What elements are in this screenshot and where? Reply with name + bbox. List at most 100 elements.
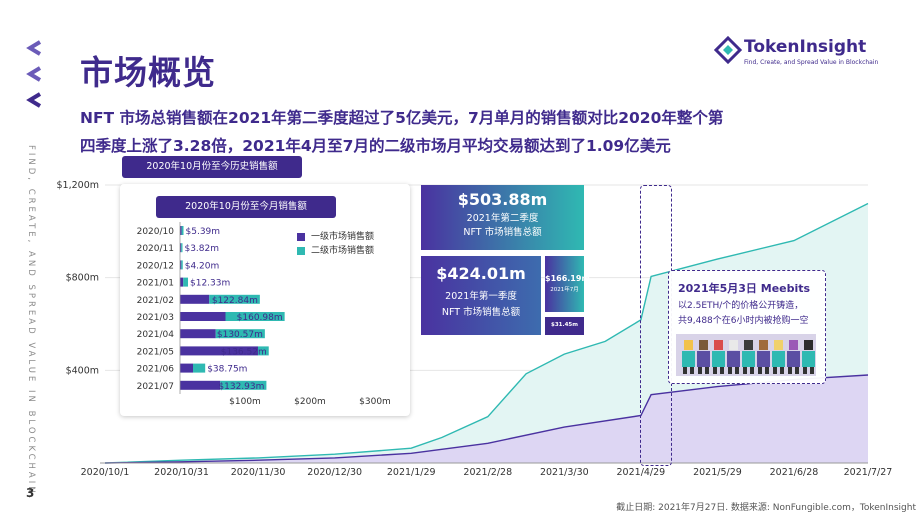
monthly-chart-label: 2020年10月份至今月销售额: [156, 196, 336, 218]
bar-value-label: $38.75m: [207, 365, 247, 375]
meebits-characters-image: [676, 334, 816, 376]
bar-segment: [258, 346, 269, 356]
x-tick-label: 2021/4/29: [617, 467, 666, 478]
x-tick-label: 2020/10/1: [81, 467, 130, 478]
series-area: [105, 375, 868, 463]
bar-value-label: $4.20m: [185, 261, 220, 271]
bar-segment: [181, 260, 183, 270]
bar-segment: [215, 329, 265, 339]
q2-sales-callout: $503.88m 2021年第二季度 NFT 市场销售总额: [421, 185, 584, 250]
q4-value: $31.45m: [551, 322, 578, 328]
meebits-title: 2021年5月3日 Meebits: [678, 282, 811, 295]
bar-category-label: 2021/06: [137, 365, 175, 375]
y-axis: $400m $800m $1,200m: [57, 180, 100, 376]
x-tick-label: 2020/12/30: [307, 467, 362, 478]
meebits-line-2: 共9,488个在6小时内被抢购一空: [678, 316, 809, 326]
july-label: 2021年7月: [550, 287, 579, 293]
meebit-body: [772, 351, 785, 367]
q2-line1: 2021年第二季度: [466, 213, 539, 224]
monthly-sales-panel: [120, 184, 410, 416]
bar-value-label: $130.57m: [217, 330, 263, 340]
bar-series: [180, 226, 285, 390]
legend-secondary: 二级市场销售额: [297, 244, 374, 258]
meebit-head: [714, 340, 723, 350]
meebit-leg: [720, 367, 724, 374]
bar-category-label: 2020/11: [137, 244, 174, 254]
x-tick-label: 2021/6/28: [770, 467, 819, 478]
meebit-leg: [743, 367, 747, 374]
meebit-leg: [810, 367, 814, 374]
bar-category-label: 2020/12: [137, 261, 174, 271]
bar-value-label: $12.33m: [190, 279, 230, 289]
meebit-leg: [765, 367, 769, 374]
bar-segment: [225, 312, 285, 321]
x-tick-label: 2020/11/30: [231, 467, 286, 478]
meebits-line-1: 以2.5ETH/个的价格公开铸造，: [678, 301, 804, 311]
meebit-leg: [750, 367, 754, 374]
bar-legend: 一级市场销售额 二级市场销售额: [297, 230, 374, 258]
source-note: 截止日期: 2021年7月27日. 数据来源: NonFungible.com，…: [616, 503, 916, 513]
meebit-head: [804, 340, 813, 350]
x-tick-label: 2021/1/29: [387, 467, 436, 478]
bar-value-label: $160.98m: [237, 313, 283, 323]
bar-segment: [180, 243, 182, 253]
meebit-head: [729, 340, 738, 350]
meebit-body: [802, 351, 815, 367]
meebit-head: [759, 340, 768, 350]
bar-segment: [220, 380, 267, 390]
q1-sales-callout: $424.01m 2021年第一季度 NFT 市场销售总额: [421, 256, 541, 335]
x-tick-label: 2021/3/30: [540, 467, 589, 478]
meebit-leg: [773, 367, 777, 374]
meebit-leg: [690, 367, 694, 374]
bar-segment: [181, 243, 183, 253]
x-tick-label: 2021/5/29: [693, 467, 742, 478]
legend-swatch-secondary: [297, 246, 305, 255]
meebit-head: [744, 340, 753, 350]
bar-category-label: 2021/03: [137, 313, 174, 323]
page-number: 3: [26, 486, 35, 500]
chart-series: [104, 202, 869, 464]
meebit-leg: [713, 367, 717, 374]
bar-value-label: $136.52m: [221, 347, 267, 357]
bar-category-label: 2021/05: [137, 347, 174, 357]
meebit-leg: [780, 367, 784, 374]
bar-value-label: $122.84m: [212, 296, 258, 306]
meebit-head: [699, 340, 708, 350]
legend-swatch-primary: [297, 232, 305, 241]
meebit-head: [774, 340, 783, 350]
bar-segment: [180, 277, 184, 287]
bar-category-label: 2021/07: [137, 382, 174, 392]
logo-name: TokenInsight: [744, 37, 867, 57]
legend-primary: 一级市场销售额: [297, 230, 374, 244]
meebit-leg: [758, 367, 762, 374]
bar-segment: [180, 260, 182, 270]
meebit-leg: [803, 367, 807, 374]
bar-category-label: 2021/04: [137, 330, 175, 340]
series-line: [104, 202, 869, 464]
logo-tagline: Find, Create, and Spread Value in Blockc…: [744, 59, 879, 66]
bar-x-tick-label: $300m: [359, 397, 391, 407]
bar-value-label: $5.39m: [186, 227, 221, 237]
bar-segment: [193, 363, 206, 373]
bar-segment: [180, 346, 258, 356]
bar-segment: [209, 294, 260, 304]
y-tick-label: $1,200m: [57, 180, 100, 191]
meebit-leg: [788, 367, 792, 374]
x-axis: 2020/10/1 2020/10/31 2020/11/30 2020/12/30 2…: [81, 462, 892, 478]
x-tick-label: 2021/2/28: [463, 467, 512, 478]
bar-axis: 2020/10 $5.39m 2020/11 $3.82m 2020/12 $4.20m 2…: [137, 222, 391, 407]
july-value: $166.19m: [545, 274, 590, 283]
page-title: 市场概览: [80, 53, 216, 92]
subtitle-line-1: NFT 市场总销售额在2021年第二季度超过了5亿美元，7月单月的销售额对比20…: [80, 109, 724, 127]
meebit-body: [742, 351, 755, 367]
bar-segment: [180, 380, 221, 390]
q1-line2: NFT 市场销售总额: [441, 307, 521, 318]
meebit-leg: [705, 367, 709, 374]
subtitle-line-2: 四季度上涨了3.28倍，2021年4月至7月的二级市场月平均交易额达到了1.09…: [80, 137, 671, 155]
tokeninsight-logo-icon: [714, 36, 743, 65]
legend-secondary-label: 二级市场销售额: [311, 246, 375, 256]
q4-sales-callout: $31.45m: [545, 317, 584, 335]
meebit-body: [787, 351, 800, 367]
bar-segment: [180, 226, 182, 235]
